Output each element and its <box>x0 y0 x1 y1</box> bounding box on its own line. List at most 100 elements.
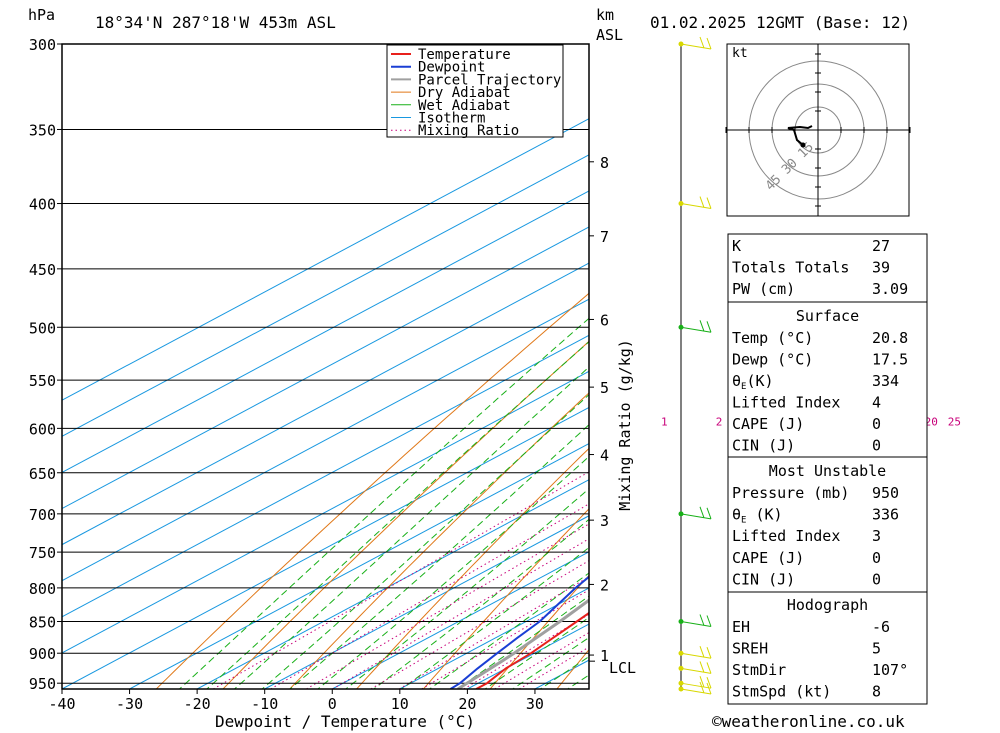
indices-row-value: 0 <box>872 415 881 433</box>
surface-title: Surface <box>796 307 859 325</box>
isotherm-line <box>62 154 589 437</box>
height-unit-label: km <box>596 6 614 24</box>
legend-entry: Dry Adiabat <box>418 85 511 101</box>
x-axis-label: Dewpoint / Temperature (°C) <box>215 712 475 731</box>
legend-entry: Isotherm <box>418 111 485 127</box>
temperature-tick-label: 10 <box>391 695 409 713</box>
height-tick-label: 1 <box>600 647 609 665</box>
indices-row-label: StmDir <box>732 661 786 679</box>
wind-barb <box>680 661 712 674</box>
isotherm-line <box>62 334 589 618</box>
wet-adiabat-line <box>261 393 589 689</box>
isotherm-line <box>62 190 589 473</box>
indices-row-value: 950 <box>872 484 899 502</box>
isotherm-line <box>62 298 589 582</box>
indices-row-value: 4 <box>872 394 881 412</box>
credit-label: ©weatheronline.co.uk <box>712 712 905 731</box>
height-tick-label: 5 <box>600 379 609 397</box>
hodograph-title: Hodograph <box>787 596 868 614</box>
height-tick-label: 4 <box>600 447 609 465</box>
pressure-tick-label: 300 <box>29 36 56 54</box>
mixing-ratio-label: 20 <box>925 415 938 428</box>
indices-row-label: θE (K) <box>732 506 783 526</box>
plot-frame <box>61 43 590 690</box>
indices-row-label: CIN (J) <box>732 570 795 588</box>
indices-row-value: 336 <box>872 506 899 524</box>
temperature-tick-label: -40 <box>48 695 75 713</box>
indices-row-label: θE(K) <box>732 372 774 392</box>
height-tick-label: 8 <box>600 154 609 172</box>
indices-panel: K 27 Totals Totals 39 PW (cm) 3.09 Surface Temp… <box>727 233 928 705</box>
indices-row-value: 17.5 <box>872 351 908 369</box>
indices-row-value: 107° <box>872 661 908 679</box>
height-tick-label: 7 <box>600 228 609 246</box>
indices-table-box <box>727 301 928 458</box>
indices-row-label: Lifted Index <box>732 527 840 545</box>
wind-barb <box>680 614 712 628</box>
isotherm-line <box>196 479 589 689</box>
profile-series <box>449 575 589 689</box>
datetime-label: 01.02.2025 12GMT (Base: 12) <box>650 13 910 32</box>
wind-profile <box>678 36 712 695</box>
hodograph-unit: kt <box>732 46 748 61</box>
temperature-line <box>475 611 589 689</box>
indices-row-label: K <box>732 237 741 255</box>
height-unit-sub: ASL <box>596 26 623 44</box>
wet-adiabat-line <box>233 366 589 689</box>
pressure-unit-label: hPa <box>28 6 55 24</box>
indices-row-label: Lifted Index <box>732 394 840 412</box>
wind-barb <box>680 320 712 333</box>
wind-barb <box>680 681 712 695</box>
pressure-tick-label: 800 <box>29 580 56 598</box>
indices-row-value: 0 <box>872 549 881 567</box>
dry-adiabat-line <box>958 44 1000 689</box>
height-tick-label: 6 <box>600 311 609 329</box>
wet-adiabat-line <box>372 518 589 689</box>
pressure-tick-label: 700 <box>29 506 56 524</box>
axis-ticks: 3003504004505005506006507007508008509009… <box>29 36 544 713</box>
temperature-tick-label: 0 <box>328 695 337 713</box>
height-tick-label: 3 <box>600 512 609 530</box>
indices-row-value: 3.09 <box>872 280 908 298</box>
isotherm-line <box>62 262 589 546</box>
indices-row-label: CAPE (J) <box>732 415 804 433</box>
dewpoint-line <box>449 575 589 689</box>
indices-row-label: SREH <box>732 640 768 658</box>
legend-entry: Mixing Ratio <box>418 123 519 139</box>
height-tick-label: LCL <box>609 659 636 677</box>
indices-table-box <box>727 591 928 705</box>
isotherm-line <box>62 118 589 401</box>
pressure-tick-label: 850 <box>29 614 56 632</box>
pressure-tick-label: 950 <box>29 675 56 693</box>
pressure-tick-label: 450 <box>29 261 56 279</box>
wet-adiabat-line <box>178 317 589 689</box>
mixing-ratio-axis-label: Mixing Ratio (g/kg) <box>616 339 634 511</box>
hodograph-trace <box>787 125 813 146</box>
temperature-tick-label: -30 <box>116 695 143 713</box>
indices-row-value: -6 <box>872 618 890 636</box>
indices-table-box <box>727 233 928 303</box>
parcel-trajectory-line <box>457 598 589 689</box>
pressure-tick-label: 500 <box>29 319 56 337</box>
indices-row-label: StmSpd (kt) <box>732 683 831 701</box>
legend-entry: Wet Adiabat <box>418 98 511 114</box>
temperature-tick-label: 30 <box>526 695 544 713</box>
mixing-ratio-line <box>212 471 589 689</box>
legend-box <box>386 44 564 138</box>
pressure-tick-label: 550 <box>29 372 56 390</box>
indices-row-value: 3 <box>872 527 881 545</box>
indices-row-label: PW (cm) <box>732 280 795 298</box>
legend-entry: Dewpoint <box>418 60 485 76</box>
indices-row-label: Dewp (°C) <box>732 351 813 369</box>
temperature-tick-label: -20 <box>184 695 211 713</box>
mixing-ratio-line <box>270 503 589 689</box>
mixing-ratio-line <box>332 538 589 689</box>
location-title: 18°34'N 287°18'W 453m ASL <box>95 13 336 32</box>
mixing-ratio-label: 2 <box>716 415 723 428</box>
indices-row-label: Temp (°C) <box>732 329 813 347</box>
most-unstable-title: Most Unstable <box>769 462 886 480</box>
pressure-tick-label: 750 <box>29 544 56 562</box>
